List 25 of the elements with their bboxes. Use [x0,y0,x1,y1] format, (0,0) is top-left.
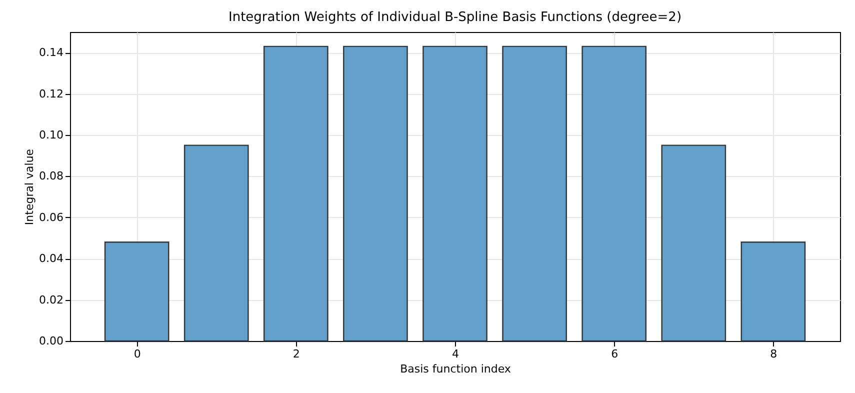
bar [740,242,806,342]
y-tick-label: 0.04 [39,252,64,266]
chart-title: Integration Weights of Individual B-Spline Basis Functions (degree=2) [228,10,682,25]
x-axis-title: Basis function index [400,362,512,376]
y-tick-label: 0.06 [39,210,64,224]
y-tick-label: 0.10 [39,128,64,142]
x-tick-label: 2 [292,348,300,360]
bar [661,144,726,342]
x-tick-label: 4 [452,348,459,360]
y-tick-label: 0.08 [39,170,64,183]
y-tick-label: 0.02 [39,293,64,306]
bar [502,46,567,342]
y-tick-label: 0.12 [39,87,64,100]
bar [184,144,249,342]
x-tick-label: 0 [134,348,141,360]
bar [263,46,328,342]
y-axis-title: Integral value [23,148,36,226]
bar [104,242,170,342]
bar [582,46,647,342]
y-tick-label: 0.00 [39,334,64,348]
y-tick-label: 0.14 [39,46,64,60]
bar [422,46,488,342]
x-tick-label: 8 [770,348,778,360]
bar [343,46,408,342]
x-tick-label: 6 [611,348,618,360]
